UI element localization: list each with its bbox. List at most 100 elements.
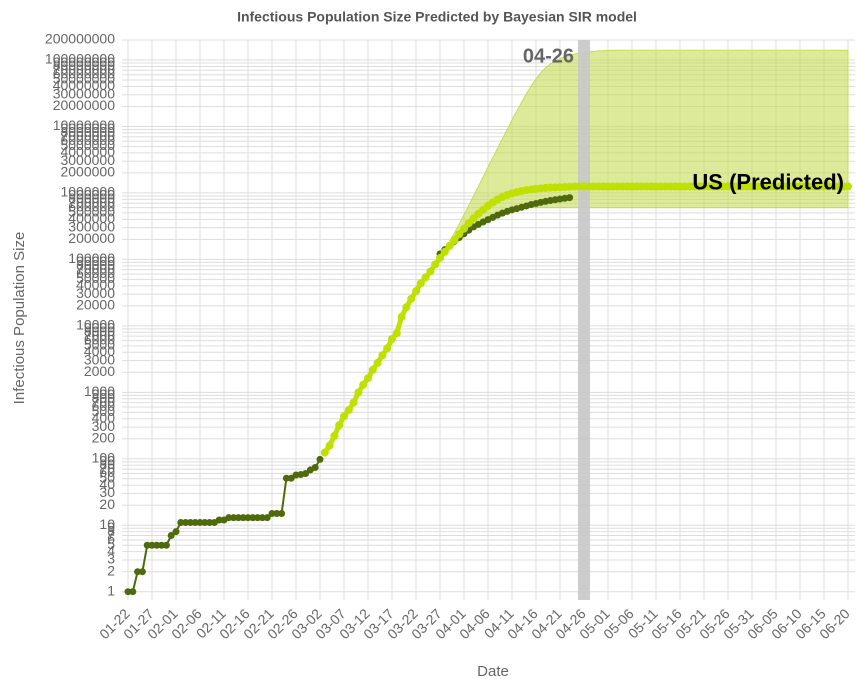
y-tick-label: 9000 <box>84 320 115 336</box>
data-point <box>431 260 440 269</box>
y-tick-label: 50000 <box>76 270 115 286</box>
data-point <box>196 518 204 526</box>
y-tick-label: 900000 <box>68 187 115 203</box>
y-tick-label: 400000 <box>68 210 115 226</box>
data-point <box>368 365 377 374</box>
y-tick-label: 200 <box>92 429 116 445</box>
y-tick-label: 200000000 <box>45 31 115 47</box>
y-tick-label: 70 <box>99 460 115 476</box>
y-tick-label: 5 <box>107 536 115 552</box>
y-tick-label: 600000 <box>68 198 115 214</box>
y-tick-label: 70000 <box>76 260 115 276</box>
data-point <box>440 247 449 256</box>
data-point <box>349 398 358 407</box>
y-tick-label: 300 <box>92 418 116 434</box>
data-point <box>167 532 175 540</box>
y-tick-label: 70000000 <box>53 61 116 77</box>
data-point <box>138 568 146 576</box>
data-point <box>215 516 223 524</box>
data-point <box>258 514 266 522</box>
y-tick-label: 800 <box>92 389 116 405</box>
y-tick-label: 8000 <box>84 323 115 339</box>
data-point <box>344 406 353 415</box>
date-marker <box>578 40 590 600</box>
x-axis-label: Date <box>477 663 509 679</box>
data-point <box>421 273 430 282</box>
data-point <box>172 528 180 536</box>
data-point <box>378 351 387 360</box>
y-tick-label: 40 <box>99 476 115 492</box>
y-tick-label: 60000 <box>76 265 115 281</box>
data-point <box>359 380 368 389</box>
data-point <box>268 510 276 518</box>
data-point <box>325 441 334 450</box>
data-point <box>436 253 444 262</box>
y-tick-label: 10000000 <box>53 117 116 133</box>
y-tick-label: 30 <box>99 484 115 500</box>
data-point <box>412 287 420 296</box>
y-tick-label: 5000 <box>84 337 115 353</box>
data-point <box>206 518 214 526</box>
data-point <box>186 518 194 526</box>
y-tick-label: 20000000 <box>53 97 116 113</box>
y-tick-label: 7 <box>107 526 115 542</box>
y-tick-label: 500000 <box>68 204 115 220</box>
y-tick-label: 90 <box>99 453 115 469</box>
data-point <box>566 194 574 202</box>
y-tick-label: 80000 <box>76 257 115 273</box>
data-point <box>273 510 281 518</box>
data-point <box>416 279 425 288</box>
data-point <box>335 421 344 430</box>
y-tick-label: 10000 <box>76 317 115 333</box>
data-point <box>191 518 199 526</box>
y-tick-label: 50 <box>99 469 115 485</box>
data-point <box>263 514 271 522</box>
y-tick-label: 100 <box>92 449 116 465</box>
data-point <box>278 510 286 518</box>
data-point <box>445 241 454 250</box>
data-point <box>464 219 473 228</box>
y-tick-label: 400 <box>92 409 116 425</box>
data-point <box>182 518 190 526</box>
y-tick-label: 40000 <box>76 277 115 293</box>
y-tick-label: 1 <box>107 582 115 598</box>
y-tick-label: 2000000 <box>60 164 115 180</box>
data-point <box>388 334 396 343</box>
data-point <box>282 474 290 482</box>
y-tick-label: 4000 <box>84 343 115 359</box>
data-point <box>460 224 468 233</box>
y-tick-label: 5000000 <box>60 137 115 153</box>
data-point <box>364 374 372 383</box>
y-tick-label: 80000000 <box>53 57 116 73</box>
data-point <box>124 588 132 596</box>
y-tick-label: 90000 <box>76 253 115 269</box>
y-tick-label: 8000000 <box>60 124 115 140</box>
data-point <box>129 588 137 596</box>
data-point <box>302 470 310 478</box>
y-tick-label: 3000 <box>84 351 115 367</box>
data-point <box>254 514 262 522</box>
y-tick-label: 20 <box>99 496 115 512</box>
data-point <box>244 514 252 522</box>
y-tick-label: 10 <box>99 516 115 532</box>
data-point <box>177 518 185 526</box>
y-tick-label: 60000000 <box>53 65 116 81</box>
data-point <box>143 541 151 549</box>
data-point <box>230 514 238 522</box>
date-marker-label: 04-26 <box>523 45 574 67</box>
data-point <box>397 312 406 321</box>
y-tick-label: 40000000 <box>53 77 116 93</box>
y-tick-label: 900 <box>92 386 116 402</box>
data-point <box>225 514 233 522</box>
y-tick-label: 1000000 <box>60 184 115 200</box>
y-tick-label: 20000 <box>76 297 115 313</box>
y-axis-label: Infectious Population Size <box>11 232 28 405</box>
y-tick-label: 4 <box>107 542 115 558</box>
y-tick-label: 3 <box>107 551 115 567</box>
data-point <box>234 514 242 522</box>
y-tick-label: 500 <box>92 403 116 419</box>
y-tick-label: 6000000 <box>60 132 115 148</box>
data-point <box>148 541 156 549</box>
data-point <box>407 294 416 303</box>
